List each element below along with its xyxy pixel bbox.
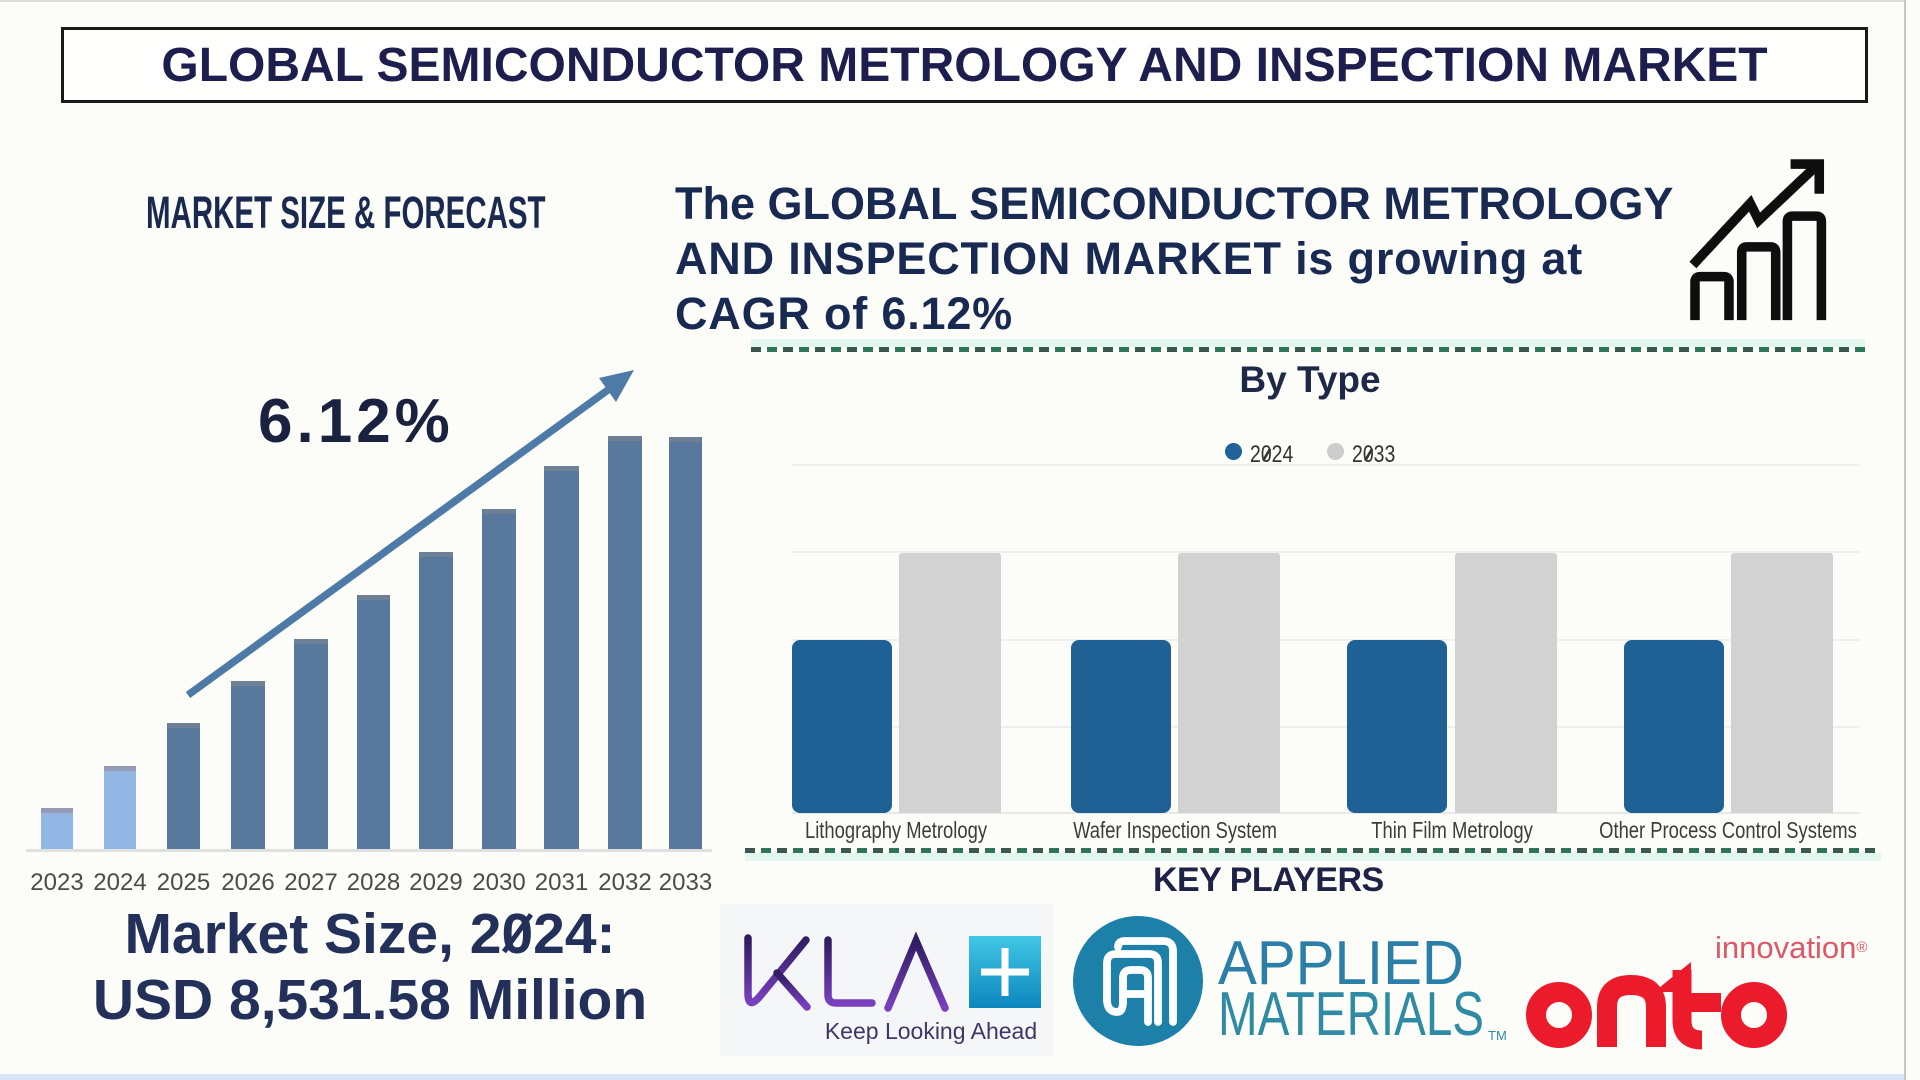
svg-text:MATERIALS: MATERIALS xyxy=(1218,980,1484,1049)
svg-text:Keep Looking Ahead: Keep Looking Ahead xyxy=(825,1018,1037,1044)
svg-text:TM: TM xyxy=(1488,1028,1507,1043)
svg-text:APPLIED: APPLIED xyxy=(1218,929,1464,998)
